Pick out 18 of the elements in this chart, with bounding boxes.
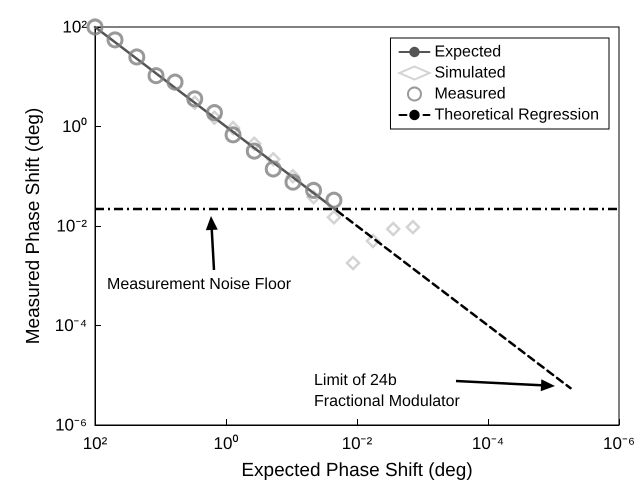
legend-label: Measured <box>434 86 506 102</box>
y-tick-label: 10² <box>62 18 88 36</box>
annotation: Limit of 24b Fractional Modulator <box>314 372 461 410</box>
y-tick-label: 10⁻⁴ <box>54 316 87 335</box>
x-axis-title: Expected Phase Shift (deg) <box>241 460 473 481</box>
legend-label: Expected <box>434 44 502 60</box>
x-tick-label: 10² <box>82 434 108 453</box>
x-tick-label: 10⁻² <box>342 434 373 453</box>
legend-label: Simulated <box>434 64 506 82</box>
x-tick-label: 10⁻⁶ <box>603 434 635 453</box>
y-tick-label: 10⁰ <box>62 117 87 136</box>
x-tick-label: 10⁻⁴ <box>472 434 504 453</box>
legend-label: Theoretical Regression <box>434 106 600 124</box>
y-tick-label: 10⁻⁶ <box>55 416 87 434</box>
x-tick-label: 10⁰ <box>214 434 238 453</box>
y-tick-label: 10⁻² <box>56 216 88 236</box>
annotation: Measurement Noise Floor <box>107 276 292 293</box>
y-axis-title: Measured Phase Shift (deg) <box>23 108 44 344</box>
